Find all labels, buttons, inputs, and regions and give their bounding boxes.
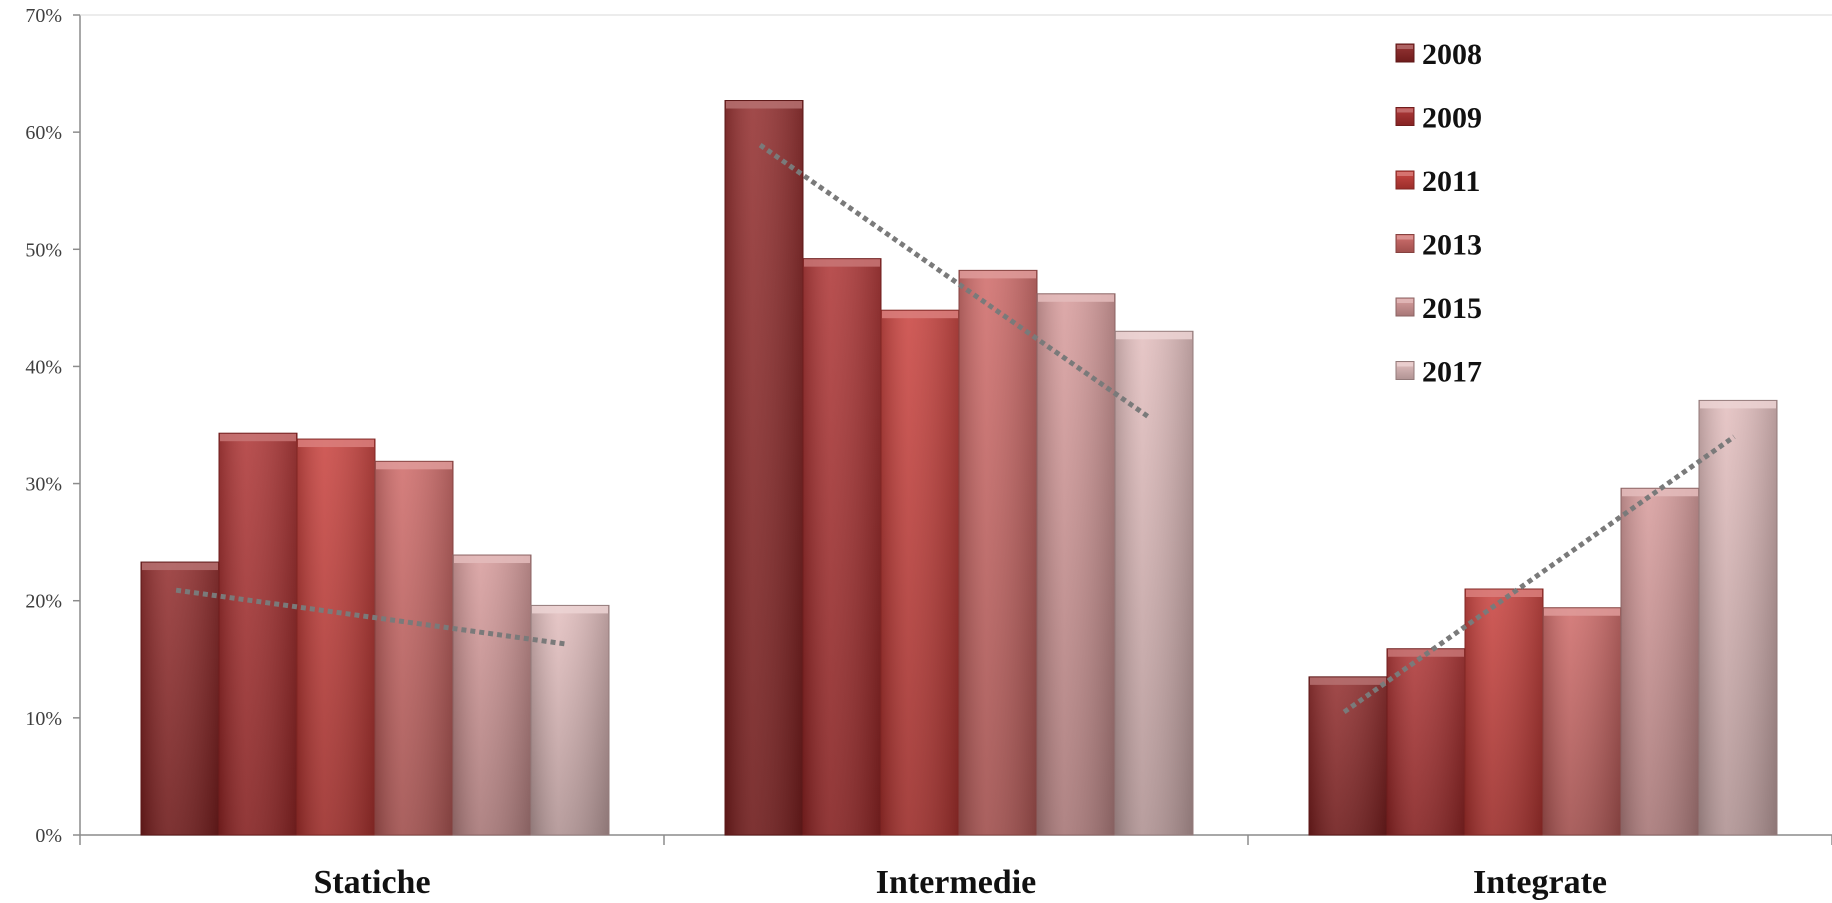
legend-label: 2015 [1422, 292, 1482, 325]
bar-shading [1465, 589, 1543, 835]
bar [1698, 399, 1778, 836]
bar-bevel-top [726, 100, 802, 109]
bar [1036, 293, 1116, 836]
trendline [1342, 434, 1736, 715]
bar-shading [219, 433, 297, 835]
legend-label: 2013 [1422, 229, 1482, 262]
bar-shading [1387, 648, 1465, 835]
bar-shading [1309, 676, 1387, 835]
category-label: Integrate [1473, 864, 1607, 901]
bar-bevel-top [960, 270, 1036, 279]
bar-outline [1698, 399, 1778, 836]
bar-bevel-top [1622, 488, 1698, 497]
bar-shading [959, 270, 1037, 835]
legend-label: 2008 [1422, 38, 1482, 71]
bar-bevel-top [376, 461, 452, 470]
legend-swatch-bevel [1397, 45, 1413, 49]
bar-bevel-top [1466, 589, 1542, 597]
bar-bevel-top [1700, 400, 1776, 409]
bar-shading [531, 605, 609, 835]
trendline [175, 587, 567, 647]
y-tick-label: 20% [25, 591, 62, 613]
bar-shading [881, 310, 959, 835]
bar [1386, 648, 1466, 836]
bar-shading [375, 461, 453, 835]
legend-item: 2011 [1395, 165, 1480, 198]
bar-shading [141, 562, 219, 835]
legend-item: 2009 [1395, 102, 1482, 135]
trendline [758, 142, 1152, 421]
bar [1308, 676, 1388, 836]
bar [724, 100, 804, 836]
bar-shading [297, 439, 375, 835]
legend-item: 2017 [1395, 356, 1482, 389]
bar-shading [803, 258, 881, 836]
y-tick-label: 0% [35, 825, 62, 847]
legend-item: 2013 [1395, 229, 1482, 262]
bar-shading [725, 100, 803, 835]
bar-shading [1621, 488, 1699, 835]
legend-swatch-bevel [1397, 172, 1413, 176]
bar [958, 269, 1038, 836]
trendlines-group [175, 142, 1736, 715]
bar-shading [1699, 400, 1777, 835]
legend-swatch-bevel [1397, 362, 1413, 367]
bar [1464, 588, 1544, 836]
bar-bevel-top [220, 433, 296, 442]
y-axis: 0% 10% 20% 30% 40% 50% 60% 70% [25, 5, 1832, 847]
bar [452, 554, 532, 836]
y-tick-label: 30% [25, 474, 62, 496]
x-axis: Statiche Intermedie Integrate [79, 834, 1832, 901]
legend-swatch-bevel [1397, 108, 1413, 113]
legend-swatch-bevel [1397, 235, 1413, 240]
legend-label: 2009 [1422, 102, 1482, 135]
legend-swatch-bevel [1397, 299, 1413, 303]
legend-label: 2017 [1422, 356, 1482, 389]
legend-item: 2015 [1395, 292, 1482, 325]
bar-bevel-top [1310, 676, 1386, 685]
bar-bevel-top [1544, 607, 1620, 616]
legend-item: 2008 [1395, 38, 1482, 71]
bar-shading [453, 555, 531, 835]
bar-shading [1115, 331, 1193, 835]
bar-shading [1543, 607, 1621, 835]
bar [296, 438, 376, 836]
bar-shading [1037, 293, 1115, 835]
bar-bevel-top [804, 258, 880, 267]
bar-bevel-top [532, 605, 608, 614]
legend: 2008 2009 2011 2013 2015 2017 [1395, 38, 1482, 389]
bar [1114, 330, 1194, 836]
y-tick-label: 10% [25, 708, 62, 730]
legend-label: 2011 [1422, 165, 1480, 198]
bar [530, 604, 610, 836]
bar-bevel-top [298, 439, 374, 448]
bar [374, 460, 454, 836]
bar-bevel-top [454, 555, 530, 564]
bar [218, 432, 298, 836]
category-label: Intermedie [876, 864, 1037, 901]
bar [1620, 487, 1700, 836]
y-tick-label: 50% [25, 239, 62, 261]
bar [880, 309, 960, 836]
bar-outline [530, 604, 610, 836]
category-label: Statiche [313, 864, 430, 901]
bar [802, 258, 882, 836]
bar [140, 561, 220, 836]
bar-bevel-top [142, 562, 218, 571]
bar-bevel-top [1116, 331, 1192, 340]
bar [1542, 607, 1622, 836]
y-tick-label: 40% [25, 356, 62, 378]
y-tick-label: 70% [25, 5, 62, 27]
bar-bevel-top [1038, 293, 1114, 302]
y-tick-label: 60% [25, 122, 62, 144]
bar-outline [1114, 330, 1194, 836]
bars-group [140, 100, 1778, 836]
bar-bevel-top [882, 310, 958, 319]
